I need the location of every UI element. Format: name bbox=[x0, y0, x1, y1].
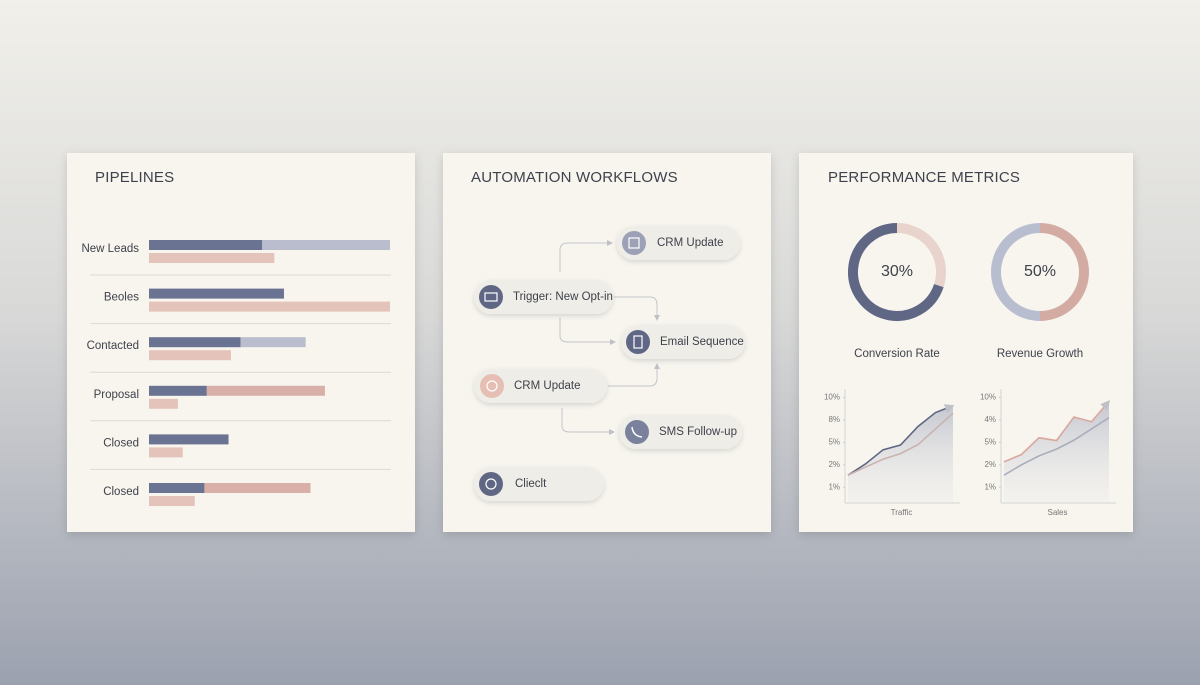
bar bbox=[149, 434, 229, 445]
node-pill bbox=[474, 369, 607, 403]
line bbox=[1003, 417, 1110, 476]
bar bbox=[149, 288, 284, 299]
icon-glyph bbox=[484, 292, 498, 302]
connector bbox=[608, 363, 660, 387]
workflow-node[interactable]: CRM Update bbox=[474, 369, 607, 403]
workflow-node[interactable]: Clieclt bbox=[474, 467, 604, 501]
metrics: 30% Conversion Rate 50% Revenue Growth 1% 2% 5… bbox=[824, 223, 1116, 517]
bar bbox=[206, 385, 325, 396]
node-label: SMS Follow-up bbox=[659, 426, 737, 438]
y-tick-label: 2% bbox=[984, 460, 996, 469]
x-axis-label: Traffic bbox=[891, 508, 913, 517]
connector bbox=[559, 318, 616, 345]
icon-glyph bbox=[628, 237, 640, 249]
bar bbox=[149, 398, 178, 409]
node-icon bbox=[626, 330, 650, 354]
bar bbox=[149, 483, 205, 493]
donut-arc bbox=[1039, 223, 1089, 321]
bar bbox=[149, 253, 275, 263]
node-label: CRM Update bbox=[657, 237, 723, 249]
node-icon bbox=[480, 374, 504, 398]
donut-value: 30% bbox=[881, 263, 913, 280]
bar bbox=[149, 337, 241, 348]
bar bbox=[149, 301, 390, 312]
workflow-node[interactable]: CRM Update bbox=[617, 226, 740, 260]
node-label: CRM Update bbox=[514, 380, 580, 392]
node-pill bbox=[621, 325, 745, 359]
y-tick-label: 10% bbox=[824, 393, 840, 402]
icon-glyph bbox=[633, 335, 643, 349]
y-tick-label: 5% bbox=[984, 437, 996, 446]
workflow-node[interactable]: Email Sequence bbox=[621, 325, 745, 359]
bar bbox=[204, 483, 311, 493]
row-label: Closed bbox=[103, 437, 139, 449]
bar bbox=[149, 496, 195, 506]
icon-glyph bbox=[631, 426, 643, 438]
donut-label: Conversion Rate bbox=[854, 348, 940, 360]
pipeline-bars: New Leads Beoles Contacted Proposal Closed Cl… bbox=[81, 240, 391, 506]
donut-arc bbox=[896, 223, 946, 288]
row-label: Proposal bbox=[94, 389, 139, 401]
line bbox=[1003, 400, 1111, 463]
node-pill bbox=[474, 467, 604, 501]
connector bbox=[614, 296, 660, 321]
donut-label: Revenue Growth bbox=[997, 348, 1083, 360]
node-pill bbox=[474, 280, 613, 314]
line bbox=[847, 404, 955, 476]
donut-rest bbox=[848, 223, 944, 321]
card-title: PIPELINES bbox=[95, 169, 174, 186]
card-title: PERFORMANCE METRICS bbox=[828, 169, 1020, 186]
bar bbox=[240, 337, 306, 348]
connector bbox=[561, 408, 615, 435]
icon-glyph bbox=[486, 380, 498, 392]
node-label: Trigger: New Opt-in bbox=[513, 291, 613, 303]
workflow-node[interactable]: Trigger: New Opt-in bbox=[474, 280, 613, 314]
node-label: Email Sequence bbox=[660, 336, 744, 348]
workflow-node[interactable]: SMS Follow-up bbox=[619, 415, 742, 449]
card-title: AUTOMATION WORKFLOWS bbox=[471, 169, 678, 186]
y-tick-label: 10% bbox=[980, 393, 996, 402]
row-label: Contacted bbox=[87, 340, 139, 352]
row-label: Beoles bbox=[104, 292, 139, 304]
node-icon bbox=[479, 472, 503, 496]
y-tick-label: 2% bbox=[828, 460, 840, 469]
donut-value: 50% bbox=[1024, 263, 1056, 280]
row-label: New Leads bbox=[81, 243, 139, 255]
y-tick-label: 4% bbox=[984, 415, 996, 424]
donut-rest bbox=[991, 223, 1041, 321]
node-icon bbox=[625, 420, 649, 444]
node-label: Clieclt bbox=[515, 478, 547, 490]
bar bbox=[149, 240, 263, 250]
connector bbox=[559, 240, 613, 272]
line bbox=[847, 412, 954, 476]
node-icon bbox=[622, 231, 646, 255]
bar bbox=[149, 385, 207, 396]
y-tick-label: 1% bbox=[984, 482, 996, 491]
bar bbox=[149, 447, 183, 458]
area bbox=[1004, 401, 1109, 503]
workflow-diagram: CRM Update Trigger: New Opt-in Email Seq… bbox=[474, 226, 745, 501]
bar bbox=[149, 350, 231, 361]
node-pill bbox=[619, 415, 742, 449]
node-pill bbox=[617, 226, 740, 260]
bar bbox=[262, 240, 390, 250]
node-icon bbox=[479, 285, 503, 309]
y-tick-label: 1% bbox=[828, 482, 840, 491]
icon-glyph bbox=[485, 478, 497, 490]
x-axis-label: Sales bbox=[1047, 508, 1067, 517]
y-tick-label: 8% bbox=[828, 415, 840, 424]
row-label: Closed bbox=[103, 486, 139, 498]
y-tick-label: 5% bbox=[828, 437, 840, 446]
